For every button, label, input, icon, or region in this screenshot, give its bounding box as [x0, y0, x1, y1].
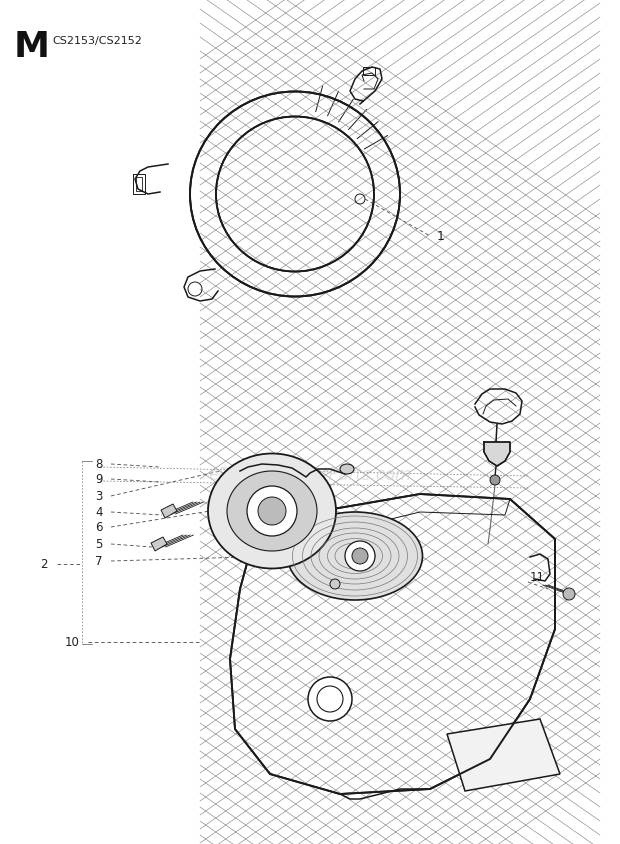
Polygon shape: [447, 719, 560, 791]
Ellipse shape: [288, 512, 422, 600]
Circle shape: [490, 475, 500, 485]
Text: eReplacementParts.com: eReplacementParts.com: [208, 465, 412, 484]
Bar: [363, 68, 375, 76]
Text: 1: 1: [437, 230, 445, 243]
Circle shape: [330, 579, 340, 589]
Text: 8: 8: [95, 458, 102, 471]
Circle shape: [247, 486, 297, 537]
Text: 2: 2: [40, 558, 48, 571]
Ellipse shape: [340, 464, 354, 474]
Text: 10: 10: [65, 636, 80, 649]
Text: CS2153/CS2152: CS2153/CS2152: [52, 36, 142, 46]
Ellipse shape: [227, 472, 317, 551]
Circle shape: [345, 541, 375, 571]
Polygon shape: [230, 495, 555, 794]
Text: 12: 12: [470, 753, 485, 766]
Text: 6: 6: [95, 521, 102, 534]
Circle shape: [258, 497, 286, 525]
Polygon shape: [161, 505, 177, 518]
Text: 9: 9: [95, 473, 102, 486]
Polygon shape: [151, 538, 167, 551]
Text: 3: 3: [95, 490, 102, 503]
Circle shape: [308, 677, 352, 721]
Circle shape: [352, 549, 368, 565]
Circle shape: [563, 588, 575, 600]
Ellipse shape: [208, 454, 336, 569]
Text: 5: 5: [95, 538, 102, 551]
Text: 7: 7: [95, 555, 102, 568]
Ellipse shape: [190, 92, 400, 297]
Text: M: M: [14, 30, 50, 64]
Polygon shape: [484, 442, 510, 467]
Text: 11: 11: [530, 571, 545, 584]
Text: 4: 4: [95, 506, 102, 519]
